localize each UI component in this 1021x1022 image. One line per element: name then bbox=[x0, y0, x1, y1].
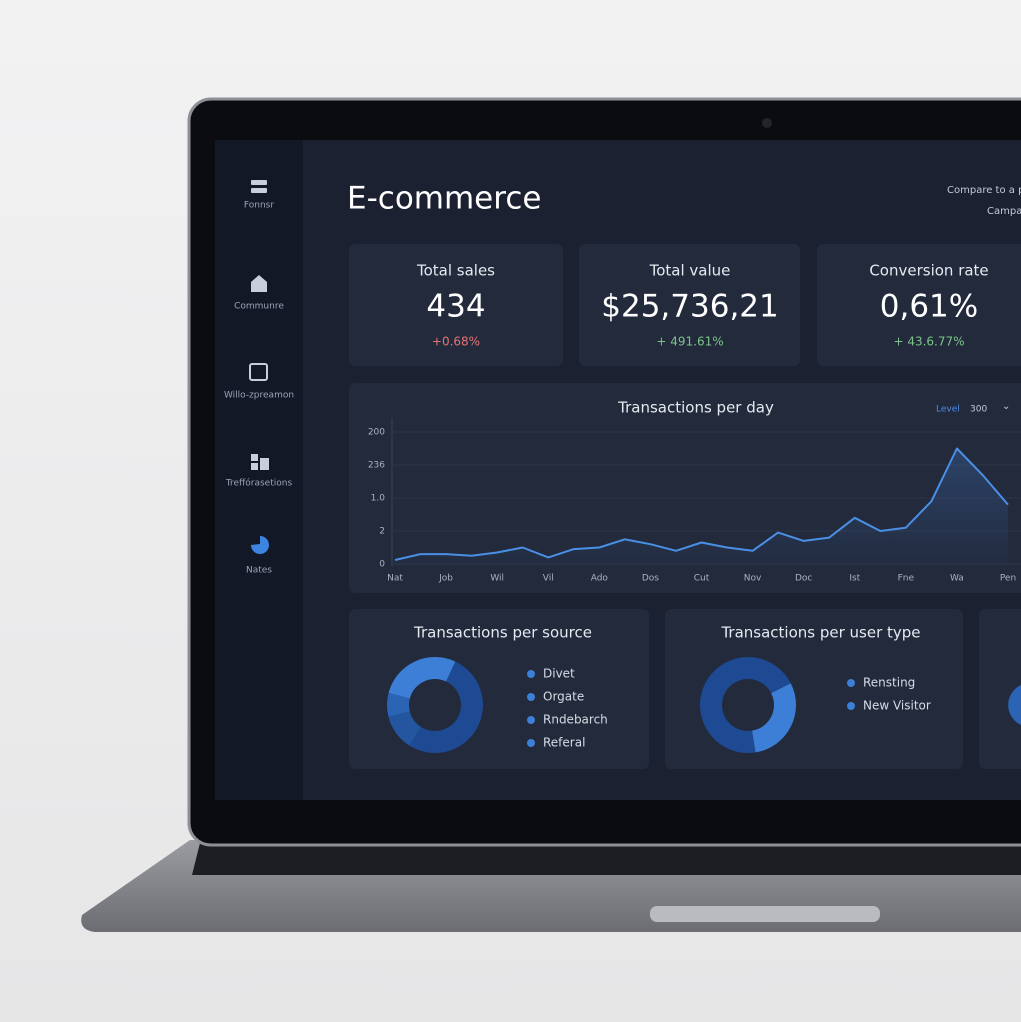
legend-label: Referal bbox=[543, 736, 585, 750]
donut-segment bbox=[700, 657, 791, 754]
kpi-label: Conversion rate bbox=[869, 262, 988, 280]
x-tick-label: Wa bbox=[950, 574, 964, 584]
legend-dot bbox=[847, 679, 855, 687]
kpi-change: + 43.6.77% bbox=[893, 335, 964, 349]
legend-dot bbox=[527, 693, 535, 701]
cards bbox=[349, 244, 1021, 769]
x-tick-label: Ist bbox=[849, 574, 860, 584]
line-area bbox=[395, 448, 1008, 564]
x-tick-label: Nov bbox=[744, 574, 762, 584]
x-tick-label: Ado bbox=[591, 574, 609, 584]
kpi-label: Total value bbox=[649, 262, 731, 280]
nav-label[interactable]: Willo-zpreamon bbox=[224, 391, 294, 401]
kpi-value: 434 bbox=[426, 289, 485, 325]
kpi-label: Total sales bbox=[416, 262, 495, 280]
legend-dot bbox=[527, 716, 535, 724]
level-value: 300 bbox=[970, 405, 987, 415]
x-tick-label: Pen bbox=[1000, 574, 1016, 584]
legend-label: Divet bbox=[543, 667, 575, 681]
x-tick-label: Job bbox=[438, 574, 453, 584]
nav-label[interactable]: Treffórasetions bbox=[225, 478, 293, 489]
legend-label: Rndebarch bbox=[543, 713, 608, 727]
donut-title: Transactions per user type bbox=[720, 624, 920, 642]
camera bbox=[762, 118, 772, 128]
legend-dot bbox=[527, 670, 535, 678]
x-tick-label: Doc bbox=[795, 574, 812, 584]
y-tick-label: 236 bbox=[368, 461, 385, 471]
partial-donut bbox=[1008, 685, 1021, 725]
legend-dot bbox=[527, 739, 535, 747]
y-tick-label: 0 bbox=[379, 560, 385, 570]
donut-segment bbox=[388, 711, 422, 746]
x-tick-label: Dos bbox=[642, 574, 659, 584]
donut-segment bbox=[387, 693, 410, 717]
legend-label: Orgate bbox=[543, 690, 584, 704]
nav-label[interactable]: Fonnsr bbox=[244, 201, 274, 211]
level-label: Level bbox=[936, 405, 960, 415]
y-tick-label: 2 bbox=[379, 527, 385, 537]
y-tick-label: 1.0 bbox=[371, 494, 386, 504]
nav-label[interactable]: Nates bbox=[246, 566, 272, 576]
kpi-value: 0,61% bbox=[880, 289, 978, 325]
level-chevron: ⌄ bbox=[1002, 401, 1010, 412]
donut-segment bbox=[409, 661, 483, 753]
x-tick-label: Vil bbox=[543, 574, 554, 584]
sidebar-icons bbox=[249, 180, 269, 554]
donut-segment bbox=[388, 657, 456, 699]
x-tick-label: Cut bbox=[694, 574, 710, 584]
kpi-change: + 491.61% bbox=[656, 335, 723, 349]
legend-dot bbox=[847, 702, 855, 710]
y-tick-label: 200 bbox=[368, 428, 385, 438]
line bbox=[394, 447, 1009, 561]
trackpad-notch bbox=[650, 906, 880, 922]
nav-label[interactable]: Communre bbox=[234, 302, 284, 312]
keyboard bbox=[192, 843, 1021, 875]
campaign-label[interactable]: Campa bbox=[987, 206, 1021, 217]
donut-title: Transactions per source bbox=[413, 624, 592, 642]
compare-label[interactable]: Compare to a pe bbox=[947, 185, 1021, 196]
donut-segment bbox=[752, 683, 797, 753]
x-tick-label: Wil bbox=[490, 574, 504, 584]
chart-title: Transactions per day bbox=[617, 399, 774, 417]
kpi-value: $25,736,21 bbox=[601, 289, 779, 325]
x-tick-label: Fne bbox=[898, 574, 915, 584]
x-tick-label: Nat bbox=[387, 574, 403, 584]
legend-label: New Visitor bbox=[863, 699, 931, 713]
legend-label: Rensting bbox=[863, 676, 915, 690]
kpi-change: +0.68% bbox=[432, 335, 480, 349]
page-title: E-commerce bbox=[347, 181, 541, 217]
sidebar bbox=[215, 140, 303, 800]
